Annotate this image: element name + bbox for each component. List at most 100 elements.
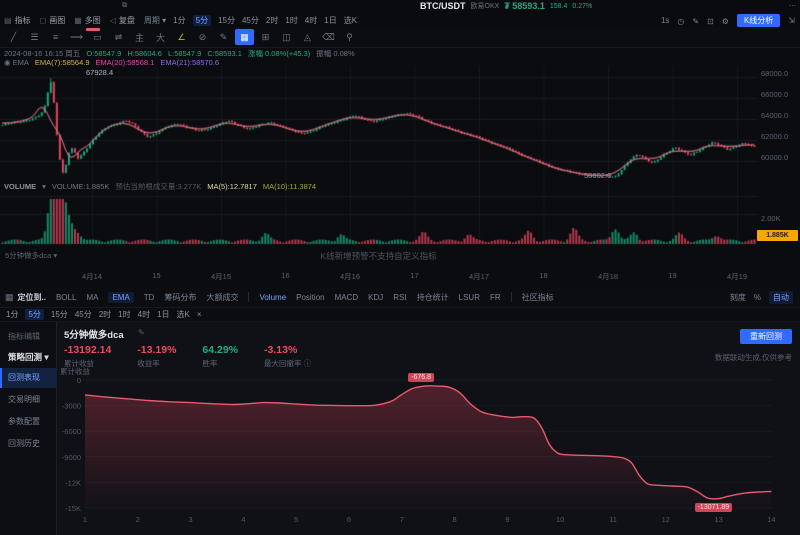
sidebar-section-strategy-backtest[interactable]: 策略回测 ▾ [8, 352, 49, 362]
settings-icon[interactable]: ⚙ [721, 17, 729, 26]
draw-tool-icon-6[interactable]: 主 [134, 32, 144, 43]
period-button-1分[interactable]: 1分 [173, 15, 186, 25]
period-button-15分[interactable]: 15分 [218, 15, 235, 25]
sidebar-item-交易明细[interactable]: 交易明细 [8, 395, 40, 404]
indicator-tab-EMA[interactable]: EMA [108, 291, 134, 303]
volume-collapse-icon[interactable]: ▾ [42, 181, 46, 191]
panel-period-2时[interactable]: 2时 [98, 310, 112, 319]
symbol-pair[interactable]: BTC/USDT [420, 1, 466, 11]
draw-tool-icon-3[interactable]: ⟶ [70, 31, 83, 42]
draw-tool-icon-14[interactable]: ◬ [304, 31, 311, 42]
time-axis-label: 18 [539, 271, 548, 280]
period-button-4时[interactable]: 4时 [304, 15, 318, 25]
expand-icon[interactable]: ⇲ [788, 15, 795, 25]
panel-period-选K[interactable]: 选K [176, 310, 190, 319]
window-more-icon[interactable]: ⋯ [789, 3, 796, 10]
nav-item-画图[interactable]: ◻ 画图 [40, 15, 66, 26]
ohlc-info-row: 2024-08-16 16:15 周五 O:58547.9 H:58604.6 … [4, 48, 754, 58]
nav-item-复盘[interactable]: ◁ 复盘 [110, 15, 135, 26]
indicator-tab-RSI[interactable]: RSI [393, 292, 407, 302]
panel-period-1日[interactable]: 1日 [157, 310, 170, 319]
period-button-1时[interactable]: 1时 [285, 15, 298, 25]
indicator-tab-筹码分布[interactable]: 筹码分布 [164, 292, 197, 302]
high-price-label: 67928.4 [86, 68, 114, 77]
panel-period-5分[interactable]: 5分 [25, 309, 44, 320]
ohlc-close: C:58593.1 [207, 48, 242, 58]
community-indicators-tab[interactable]: 社区指标 [521, 292, 554, 302]
indicator-tab-Volume[interactable]: Volume [259, 292, 287, 302]
sidebar-item-回测历史[interactable]: 回测历史 [8, 439, 40, 448]
window-corner-icon[interactable]: ⧉ [122, 2, 127, 9]
period-button-2时[interactable]: 2时 [265, 15, 279, 25]
nav-item-多图[interactable]: ▦ 多图 [74, 15, 101, 26]
period-button-45分[interactable]: 45分 [241, 15, 259, 25]
draw-tool-icon-4[interactable]: ▭ [93, 31, 102, 42]
candlestick-chart-canvas[interactable] [0, 66, 757, 246]
symbol-header: BTC/USDT 欧易OKX ₮ 58593.1 158.4 0.27% [420, 1, 592, 11]
indicator-tab-BOLL[interactable]: BOLL [55, 292, 77, 302]
time-axis[interactable]: 4月14 15 4月15 16 4月16 17 4月17 18 4月18 19 4月19 [0, 266, 757, 288]
draw-tool-icon-5[interactable]: ⇌ [114, 31, 123, 42]
indicator-tab-Position[interactable]: Position [296, 292, 325, 302]
draw-tool-icon-1[interactable]: ☰ [30, 31, 39, 42]
edit-strategy-icon[interactable]: ✎ [138, 328, 145, 337]
indicator-tab-持仓统计[interactable]: 持仓统计 [416, 292, 449, 302]
tick-interval-badge[interactable]: 1s [660, 15, 670, 25]
period-dropdown[interactable]: 周期 ▾ [143, 15, 167, 25]
volume-pane-title[interactable]: VOLUME [4, 181, 37, 191]
draw-tool-icon-7[interactable]: 大 [155, 32, 165, 43]
period-button-1日[interactable]: 1日 [324, 15, 337, 25]
right-tools: 1s ◷ ✎ ⊡ ⚙ K线分析 ⇲ [653, 11, 795, 29]
draw-tool-icon-12[interactable]: ⊞ [261, 31, 270, 42]
price-axis-label: 64000.0 [761, 111, 789, 120]
indicator-tab-MA[interactable]: MA [86, 292, 99, 302]
auto-scale-button[interactable]: 自动 [769, 290, 793, 304]
period-button-5分[interactable]: 5分 [192, 14, 212, 26]
indicator-tab-KDJ[interactable]: KDJ [368, 292, 384, 302]
indicator-tab-大额成交[interactable]: 大额成交 [206, 292, 239, 302]
drawing-toolbar: ╱ ☰ ≡ ⟶ ▭ ⇌ 主大 ∠ ⊘ ✎ ▦ ⊞ ◫ ◬ ⌫ ⚲ [0, 27, 800, 48]
sidebar-item-参数配置[interactable]: 参数配置 [8, 417, 40, 426]
ohlc-low: L:58547.9 [167, 48, 202, 58]
draw-tool-icon-13[interactable]: ◫ [282, 31, 291, 42]
percent-scale-button[interactable]: % [753, 292, 761, 302]
brush-color-swatch[interactable] [86, 28, 100, 31]
draw-tool-icon-0[interactable]: ╱ [10, 31, 17, 42]
locate-button[interactable]: 定位到.. [17, 292, 46, 302]
draw-tool-icon-15[interactable]: ⌫ [322, 31, 335, 42]
sidebar-item-回测表现[interactable]: 回测表现 [0, 368, 57, 388]
scale-button[interactable]: 刻度 [729, 292, 746, 302]
panel-period-45分[interactable]: 45分 [74, 310, 92, 319]
panel-period-1时[interactable]: 1时 [118, 310, 131, 319]
panel-period-15分[interactable]: 15分 [50, 310, 68, 319]
sidebar-item-indicator-edit[interactable]: 指标编辑 [8, 332, 40, 341]
nav-item-label: 多图 [84, 15, 101, 25]
grid-icon[interactable]: ▦ [5, 291, 14, 302]
draw-tool-icon-8[interactable]: ∠ [177, 31, 186, 42]
fullscreen-icon[interactable]: ⊡ [707, 17, 714, 26]
nav-item-指标[interactable]: ▤ 指标 [4, 15, 31, 26]
strategy-pane-label[interactable]: 5分钟做多dca ▾ [5, 251, 58, 260]
draw-tool-icon-11[interactable]: ▦ [235, 29, 254, 45]
rerun-backtest-button[interactable]: 重新回测 [740, 329, 792, 344]
stat-value: 64.29% [202, 344, 239, 356]
ema-toggle[interactable]: ◉ EMA [4, 57, 29, 67]
period-button-选K[interactable]: 选K [343, 15, 358, 25]
indicator-tab-LSUR[interactable]: LSUR [458, 292, 480, 302]
draw-tool-icon-9[interactable]: ⊘ [198, 31, 207, 42]
panel-period-1分[interactable]: 1分 [6, 310, 19, 319]
indicator-tab-TD[interactable]: TD [143, 292, 155, 302]
indicator-tab-FR[interactable]: FR [489, 292, 501, 302]
indicator-tab-MACD[interactable]: MACD [334, 292, 359, 302]
clock-icon[interactable]: ◷ [677, 17, 685, 26]
draw-tool-icon-10[interactable]: ✎ [219, 31, 228, 42]
panel-close-icon[interactable]: × [196, 310, 202, 319]
nav-item-icon: ◁ [109, 15, 116, 25]
panel-period-4时[interactable]: 4时 [137, 310, 151, 319]
draw-tool-icon-2[interactable]: ≡ [52, 32, 59, 42]
edit-icon[interactable]: ✎ [692, 17, 700, 26]
kline-analysis-button[interactable]: K线分析 [736, 13, 781, 27]
draw-tool-icon-16[interactable]: ⚲ [346, 31, 353, 42]
